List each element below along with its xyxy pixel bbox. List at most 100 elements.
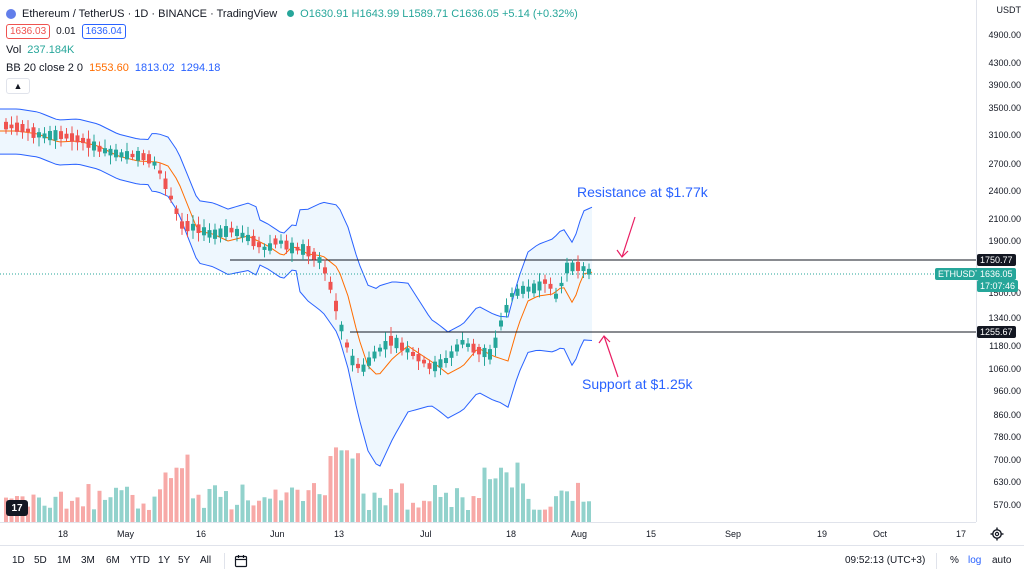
chart-area[interactable]: Ethereum / TetherUS · 1D · BINANCE · Tra… bbox=[0, 0, 976, 522]
volume-bar bbox=[543, 509, 547, 522]
time-tick: Jun bbox=[270, 529, 285, 539]
timeframe-all-button[interactable]: All bbox=[200, 555, 212, 566]
price-tick: 1900.00 bbox=[988, 236, 1021, 246]
symbol-title[interactable]: Ethereum / TetherUS · 1D · BINANCE · Tra… bbox=[22, 7, 278, 20]
support-arrow bbox=[603, 335, 619, 378]
volume-bar bbox=[581, 501, 586, 522]
volume-bar bbox=[350, 458, 355, 522]
candle-body bbox=[433, 361, 437, 372]
collapse-legend-button[interactable]: ▲ bbox=[6, 78, 30, 94]
timeframe-5y-button[interactable]: 5Y bbox=[178, 555, 191, 566]
volume-bar bbox=[587, 501, 591, 522]
price-tick: 1500.00 bbox=[988, 288, 1021, 298]
volume-bar bbox=[48, 507, 52, 522]
volume-bar bbox=[411, 502, 415, 522]
candle-body bbox=[103, 148, 107, 154]
percent-toggle[interactable]: % bbox=[950, 555, 959, 566]
candle-body bbox=[20, 124, 25, 133]
bb-band-fill bbox=[0, 109, 592, 466]
resistance-arrow bbox=[621, 216, 636, 258]
volume-bar bbox=[284, 492, 289, 522]
candle-body bbox=[548, 283, 553, 289]
date-range-icon[interactable] bbox=[234, 554, 248, 568]
price-tick: 3500.00 bbox=[988, 103, 1021, 113]
candle-body bbox=[42, 133, 47, 139]
candle-body bbox=[257, 242, 261, 248]
candle-body bbox=[576, 261, 580, 271]
bb-lower-value: 1294.18 bbox=[180, 61, 221, 74]
timeframe-5d-button[interactable]: 5D bbox=[34, 555, 47, 566]
volume-bar bbox=[163, 472, 168, 522]
timeframe-ytd-button[interactable]: YTD bbox=[130, 555, 150, 566]
candle-body bbox=[224, 226, 228, 237]
time-axis[interactable]: 18 May 16 Jun 13 Jul 18 Aug 15 Sep 19 Oc… bbox=[0, 522, 976, 545]
candle-body bbox=[334, 300, 338, 312]
volume-bar bbox=[86, 484, 91, 522]
price-tick: 2100.00 bbox=[988, 214, 1021, 224]
candle-body bbox=[15, 122, 19, 132]
candle-body bbox=[174, 208, 179, 214]
candle-body bbox=[31, 127, 36, 138]
candle-body bbox=[312, 251, 316, 260]
candle-body bbox=[532, 283, 536, 294]
time-tick: 17 bbox=[956, 529, 967, 539]
candle-body bbox=[284, 240, 289, 250]
price-tick: 860.00 bbox=[993, 410, 1021, 420]
time-tick: 13 bbox=[334, 529, 345, 539]
volume-bar bbox=[75, 497, 80, 522]
timeframe-1d-button[interactable]: 1D bbox=[12, 555, 25, 566]
candle-body bbox=[251, 235, 256, 247]
candle-body bbox=[356, 363, 360, 369]
candle-body bbox=[427, 363, 432, 369]
candle-body bbox=[59, 131, 63, 139]
candle-body bbox=[235, 228, 239, 237]
gear-icon[interactable] bbox=[990, 527, 1004, 541]
time-tick: Oct bbox=[873, 529, 888, 539]
candle-body bbox=[185, 221, 190, 232]
candle-body bbox=[378, 347, 382, 352]
candle-body bbox=[488, 349, 492, 360]
bb-legend[interactable]: BB 20 close 2 0 1553.60 1813.02 1294.18 bbox=[6, 60, 578, 75]
volume-bar bbox=[372, 492, 377, 522]
sell-button[interactable]: 1636.03 bbox=[6, 24, 51, 39]
volume-bar bbox=[273, 489, 278, 522]
timeframe-1m-button[interactable]: 1M bbox=[57, 555, 71, 566]
candle-body bbox=[262, 246, 267, 250]
candle-body bbox=[455, 344, 459, 352]
price-tick: 3900.00 bbox=[988, 80, 1021, 90]
candle-body bbox=[504, 304, 509, 313]
volume-bar bbox=[64, 508, 69, 522]
log-toggle[interactable]: log bbox=[968, 555, 982, 566]
volume-bar bbox=[383, 505, 388, 522]
buy-button[interactable]: 1636.04 bbox=[81, 24, 126, 39]
candle-body bbox=[64, 133, 69, 139]
candle-body bbox=[350, 355, 355, 366]
timeframe-3m-button[interactable]: 3M bbox=[81, 555, 95, 566]
volume-bar bbox=[449, 507, 454, 522]
candle-body bbox=[411, 352, 415, 356]
candle-body bbox=[268, 243, 272, 251]
symbol-row: Ethereum / TetherUS · 1D · BINANCE · Tra… bbox=[6, 6, 578, 21]
volume-bar bbox=[306, 490, 311, 522]
volume-bar bbox=[108, 497, 113, 522]
currency-label[interactable]: USDT bbox=[996, 5, 1022, 15]
ohlc-values: O1630.91 H1643.99 L1589.71 C1636.05 +5.1… bbox=[300, 7, 578, 20]
volume-legend[interactable]: Vol 237.184K bbox=[6, 42, 578, 57]
timeframe-6m-button[interactable]: 6M bbox=[106, 555, 120, 566]
volume-bar bbox=[295, 489, 300, 522]
price-tick: 2400.00 bbox=[988, 186, 1021, 196]
volume-bar bbox=[339, 450, 344, 522]
volume-bar bbox=[460, 497, 465, 522]
bb-basis-value: 1553.60 bbox=[89, 61, 129, 74]
auto-toggle[interactable]: auto bbox=[992, 555, 1012, 566]
clock-display[interactable]: 09:52:13 (UTC+3) bbox=[845, 555, 926, 566]
time-tick: Sep bbox=[725, 529, 742, 539]
tradingview-logo[interactable]: 17 bbox=[6, 500, 28, 516]
candle-body bbox=[328, 281, 333, 290]
candle-body bbox=[86, 138, 91, 148]
logo-icon bbox=[6, 8, 16, 19]
candle-body bbox=[587, 268, 591, 275]
timeframe-1y-button[interactable]: 1Y bbox=[158, 555, 171, 566]
volume-bar bbox=[548, 506, 553, 522]
candle-body bbox=[394, 337, 399, 349]
